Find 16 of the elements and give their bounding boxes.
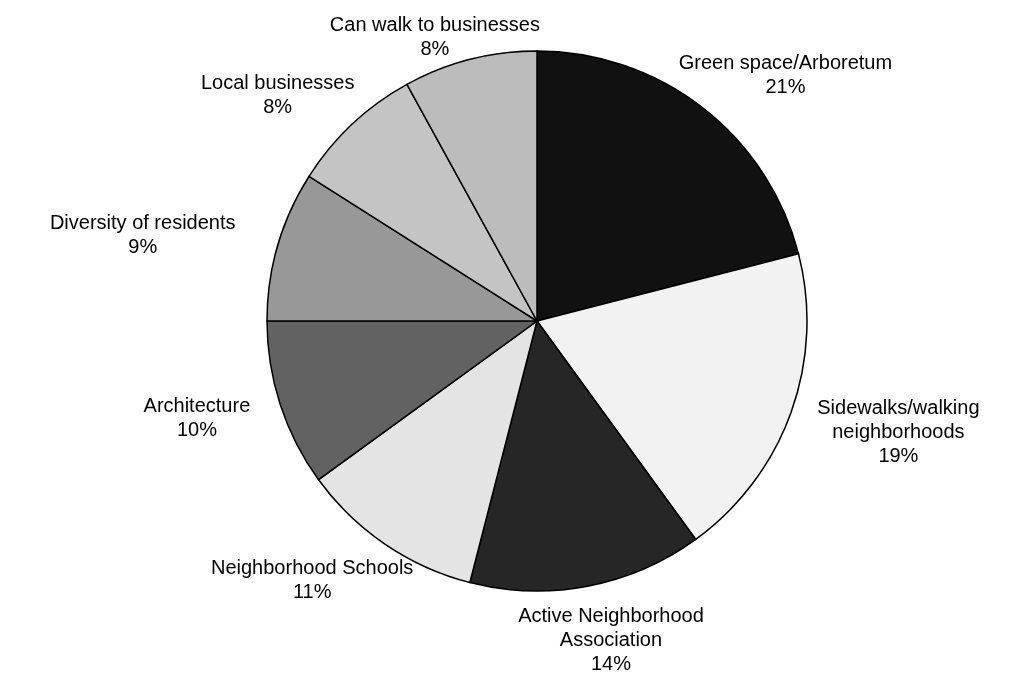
data-label: 9% (128, 234, 158, 257)
slice-label: Local businesses (200, 70, 355, 93)
slice-label: Sidewalks/walking neighborhoods (817, 395, 980, 442)
slice-label: Neighborhood Schools (210, 556, 414, 579)
slice-label: Active Neighborhood Association (518, 604, 704, 651)
data-label: 11% (292, 580, 332, 603)
slice-label: Diversity of residents (49, 210, 236, 233)
slice-label: Architecture (143, 394, 251, 417)
slice-label: Green space/Arboretum (678, 51, 893, 74)
data-label: 10% (176, 418, 218, 441)
data-label: 14% (590, 652, 632, 675)
data-label: 19% (878, 443, 919, 466)
slice-label: Can walk to businesses (329, 13, 540, 35)
data-label: 8% (420, 37, 450, 59)
data-label: 21% (765, 75, 806, 98)
data-label: 8% (263, 94, 293, 117)
